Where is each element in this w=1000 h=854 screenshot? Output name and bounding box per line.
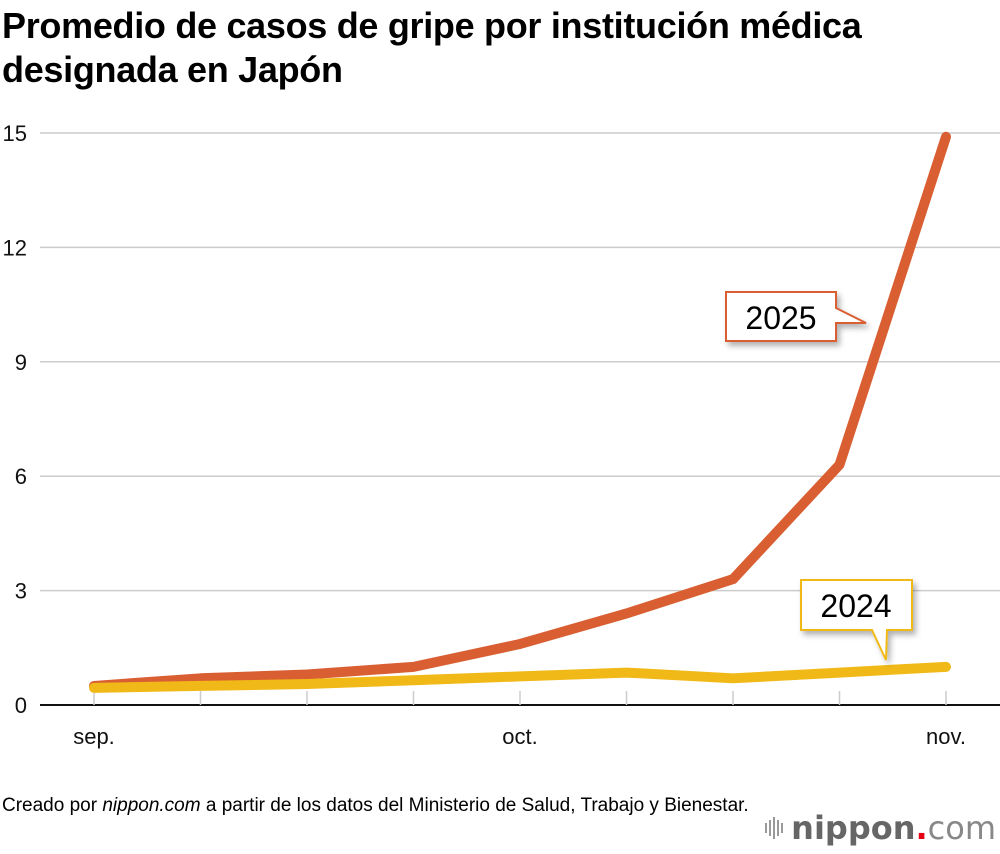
nippon-logo: nippon.com	[765, 812, 996, 844]
callout-box-2024	[800, 579, 913, 661]
source-note: Creado por nippon.com a partir de los da…	[2, 793, 749, 819]
y-tick-label: 15	[3, 121, 27, 146]
y-tick-label: 0	[15, 693, 27, 718]
x-tick-label: oct.	[502, 724, 537, 749]
logo-tld: com	[927, 809, 996, 847]
logo-name: nippon	[791, 809, 916, 847]
series-label-text-2024: 2024	[820, 588, 891, 624]
y-tick-label: 3	[15, 579, 27, 604]
series-label-2025	[725, 291, 867, 342]
x-tick-label: nov.	[926, 724, 966, 749]
y-tick-label: 6	[15, 464, 27, 489]
logo-dot: .	[915, 809, 928, 847]
series-label-2024	[800, 579, 913, 661]
x-tick-label: sep.	[73, 724, 115, 749]
callout-box-2025	[725, 291, 867, 342]
line-chart: 0 3 6 9 12 15 sep. oct. nov. 2025 2024	[3, 121, 1000, 749]
source-suffix: a partir de los datos del Ministerio de …	[200, 795, 749, 816]
source-prefix: Creado por	[2, 795, 103, 816]
source-site: nippon.com	[102, 795, 201, 816]
series-label-text-2025: 2025	[745, 300, 816, 336]
y-tick-label: 12	[3, 235, 27, 260]
sound-bars-icon	[765, 817, 784, 839]
chart-title: Promedio de casos de gripe por instituci…	[2, 5, 862, 90]
y-tick-label: 9	[15, 350, 27, 375]
